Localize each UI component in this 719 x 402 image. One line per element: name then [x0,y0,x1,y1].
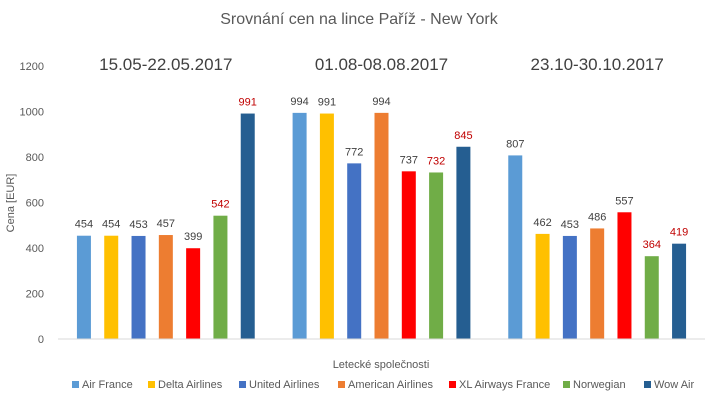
legend: Air France Delta Airlines United Airlines A… [72,379,694,391]
y-tick-label: 1000 [20,107,44,119]
y-tick-label: 800 [26,152,44,164]
data-label: 737 [400,154,418,166]
y-axis-ticks: 0 200 400 600 800 1000 1200 [20,61,44,346]
bar-air-france [508,155,523,339]
legend-label: United Airlines [249,379,320,391]
group-label: 01.08-08.08.2017 [315,55,448,74]
bar-delta-airlines [319,113,334,339]
legend-swatch [148,381,155,388]
legend-label: Air France [82,379,133,391]
legend-label: XL Airways France [459,379,550,391]
legend-swatch [338,381,345,388]
data-label: 457 [157,218,175,230]
legend-item-wow-air: Wow Air [644,379,694,391]
data-label: 454 [102,219,120,231]
bar-air-france [76,235,91,339]
legend-swatch [72,381,79,388]
y-tick-label: 600 [26,198,44,210]
chart-title: Srovnání cen na lince Paříž - New York [220,11,498,28]
group-label: 15.05-22.05.2017 [99,55,232,74]
bars [76,112,687,340]
data-label: 453 [561,219,579,231]
bar-norwegian [429,172,444,339]
legend-item-american-airlines: American Airlines [338,379,433,391]
data-label: 454 [75,219,93,231]
legend-label: Norwegian [573,379,626,391]
y-tick-label: 200 [26,289,44,301]
group-label: 23.10-30.10.2017 [531,55,664,74]
data-label: 807 [506,138,524,150]
legend-label: Wow Air [654,379,694,391]
bar-american-airlines [158,235,173,339]
data-label: 994 [290,96,308,108]
data-label: 557 [615,195,633,207]
bar-united-airlines [562,235,577,339]
legend-swatch [563,381,570,388]
bar-wow-air [456,146,471,339]
data-label: 991 [318,97,336,109]
group-labels: 15.05-22.05.2017 01.08-08.08.2017 23.10-30… [99,55,664,74]
data-label: 991 [239,97,257,109]
y-tick-label: 1200 [20,61,44,73]
legend-item-united-airlines: United Airlines [239,379,320,391]
bar-american-airlines [374,112,389,340]
y-tick-label: 0 [38,334,44,346]
legend-swatch [239,381,246,388]
data-label: 486 [588,211,606,223]
bar-xl-airways-france [186,248,201,339]
data-label: 542 [211,199,229,211]
bar-delta-airlines [104,235,119,339]
legend-swatch [449,381,456,388]
data-label: 732 [427,155,445,167]
legend-label: Delta Airlines [158,379,223,391]
legend-item-norwegian: Norwegian [563,379,626,391]
legend-label: American Airlines [348,379,433,391]
bar-american-airlines [590,228,605,339]
legend-swatch [644,381,651,388]
data-label: 364 [643,239,661,251]
data-label: 399 [184,231,202,243]
legend-item-delta-airlines: Delta Airlines [148,379,223,391]
bar-norwegian [213,215,228,339]
legend-item-xl-airways-france: XL Airways France [449,379,550,391]
y-axis-title: Cena [EUR] [5,174,17,233]
x-axis-title: Letecké společnosti [333,359,430,371]
data-label: 994 [372,96,390,108]
bar-norwegian [644,256,659,339]
data-label: 453 [129,219,147,231]
legend-item-air-france: Air France [72,379,133,391]
bar-wow-air [672,243,687,339]
bar-united-airlines [347,163,362,339]
bar-xl-airways-france [617,212,632,339]
bar-wow-air [240,113,255,339]
bar-xl-airways-france [401,171,416,339]
bar-delta-airlines [535,233,550,339]
data-label: 462 [533,217,551,229]
bar-united-airlines [131,235,146,339]
data-label: 419 [670,227,688,239]
y-tick-label: 400 [26,243,44,255]
data-label: 845 [454,130,472,142]
bar-air-france [292,112,307,340]
data-labels: 454 454 453 457 399 542 991 994 991 772 994 737 732 8… [75,96,688,251]
data-label: 772 [345,146,363,158]
